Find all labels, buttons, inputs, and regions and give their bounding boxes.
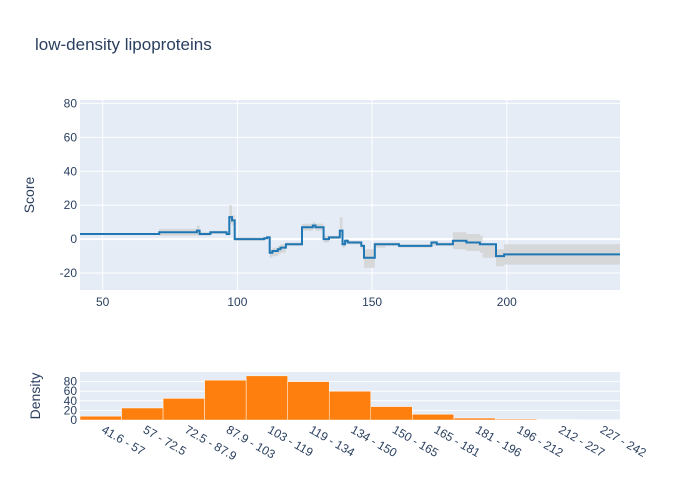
density-x-tick-label: 196 - 212 (515, 422, 566, 460)
score-x-ticks: 50 100 150 200 (96, 295, 517, 309)
density-x-tick-label: 212 - 227 (556, 422, 607, 460)
x-tick-label: 100 (227, 295, 247, 309)
x-tick-label: 50 (96, 295, 110, 309)
score-y-ticks: -20 0 20 40 60 80 (60, 96, 78, 280)
confidence-band-area (80, 205, 620, 268)
y-tick-label: 40 (64, 164, 78, 178)
x-tick-label: 200 (497, 295, 517, 309)
score-line-group (80, 216, 620, 259)
density-bar (79, 415, 122, 421)
density-bar (204, 379, 247, 421)
density-bar (453, 417, 496, 421)
y-tick-label: 0 (70, 232, 77, 246)
density-bar (495, 418, 538, 421)
density-y-tick-label: 40 (64, 394, 78, 408)
density-bar (287, 381, 330, 421)
y-tick-label: 60 (64, 130, 78, 144)
density-bar (121, 407, 164, 421)
confidence-band (80, 205, 620, 268)
density-x-tick-label: 41.6 - 57 (99, 422, 147, 458)
density-y-tick-label: 0 (70, 413, 77, 427)
score-plot: -20 0 20 40 60 80 50 100 150 200 Score (21, 96, 620, 309)
density-x-tick-label: 181 - 196 (473, 422, 524, 460)
y-tick-label: 20 (64, 198, 78, 212)
y-tick-label: -20 (60, 266, 78, 280)
density-bar (370, 406, 413, 421)
y-tick-label: 80 (64, 96, 78, 110)
density-bar (412, 413, 455, 421)
density-y-tick-label: 80 (64, 375, 78, 389)
density-x-tick-label: 227 - 242 (598, 422, 649, 460)
score-line (80, 216, 620, 259)
density-y-tick-label: 20 (64, 403, 78, 417)
density-x-tick-label: 119 - 134 (307, 422, 357, 459)
density-bar (328, 390, 372, 421)
y-axis-title-density: Density (27, 373, 43, 420)
density-bar (245, 375, 288, 421)
x-tick-label: 150 (362, 295, 382, 309)
density-x-tick-label: 165 - 181 (432, 422, 483, 460)
density-x-tick-label: 134 - 150 (349, 422, 400, 460)
density-y-tick-label: 60 (64, 384, 78, 398)
y-axis-title-score: Score (21, 177, 37, 214)
density-bar (162, 398, 205, 421)
chart-title: low-density lipoproteins (35, 35, 212, 54)
density-x-tick-label: 57 - 72.5 (141, 422, 189, 458)
density-x-tick-label: 150 - 165 (390, 422, 441, 460)
score-gridlines (80, 100, 620, 290)
density-bars (79, 375, 621, 421)
